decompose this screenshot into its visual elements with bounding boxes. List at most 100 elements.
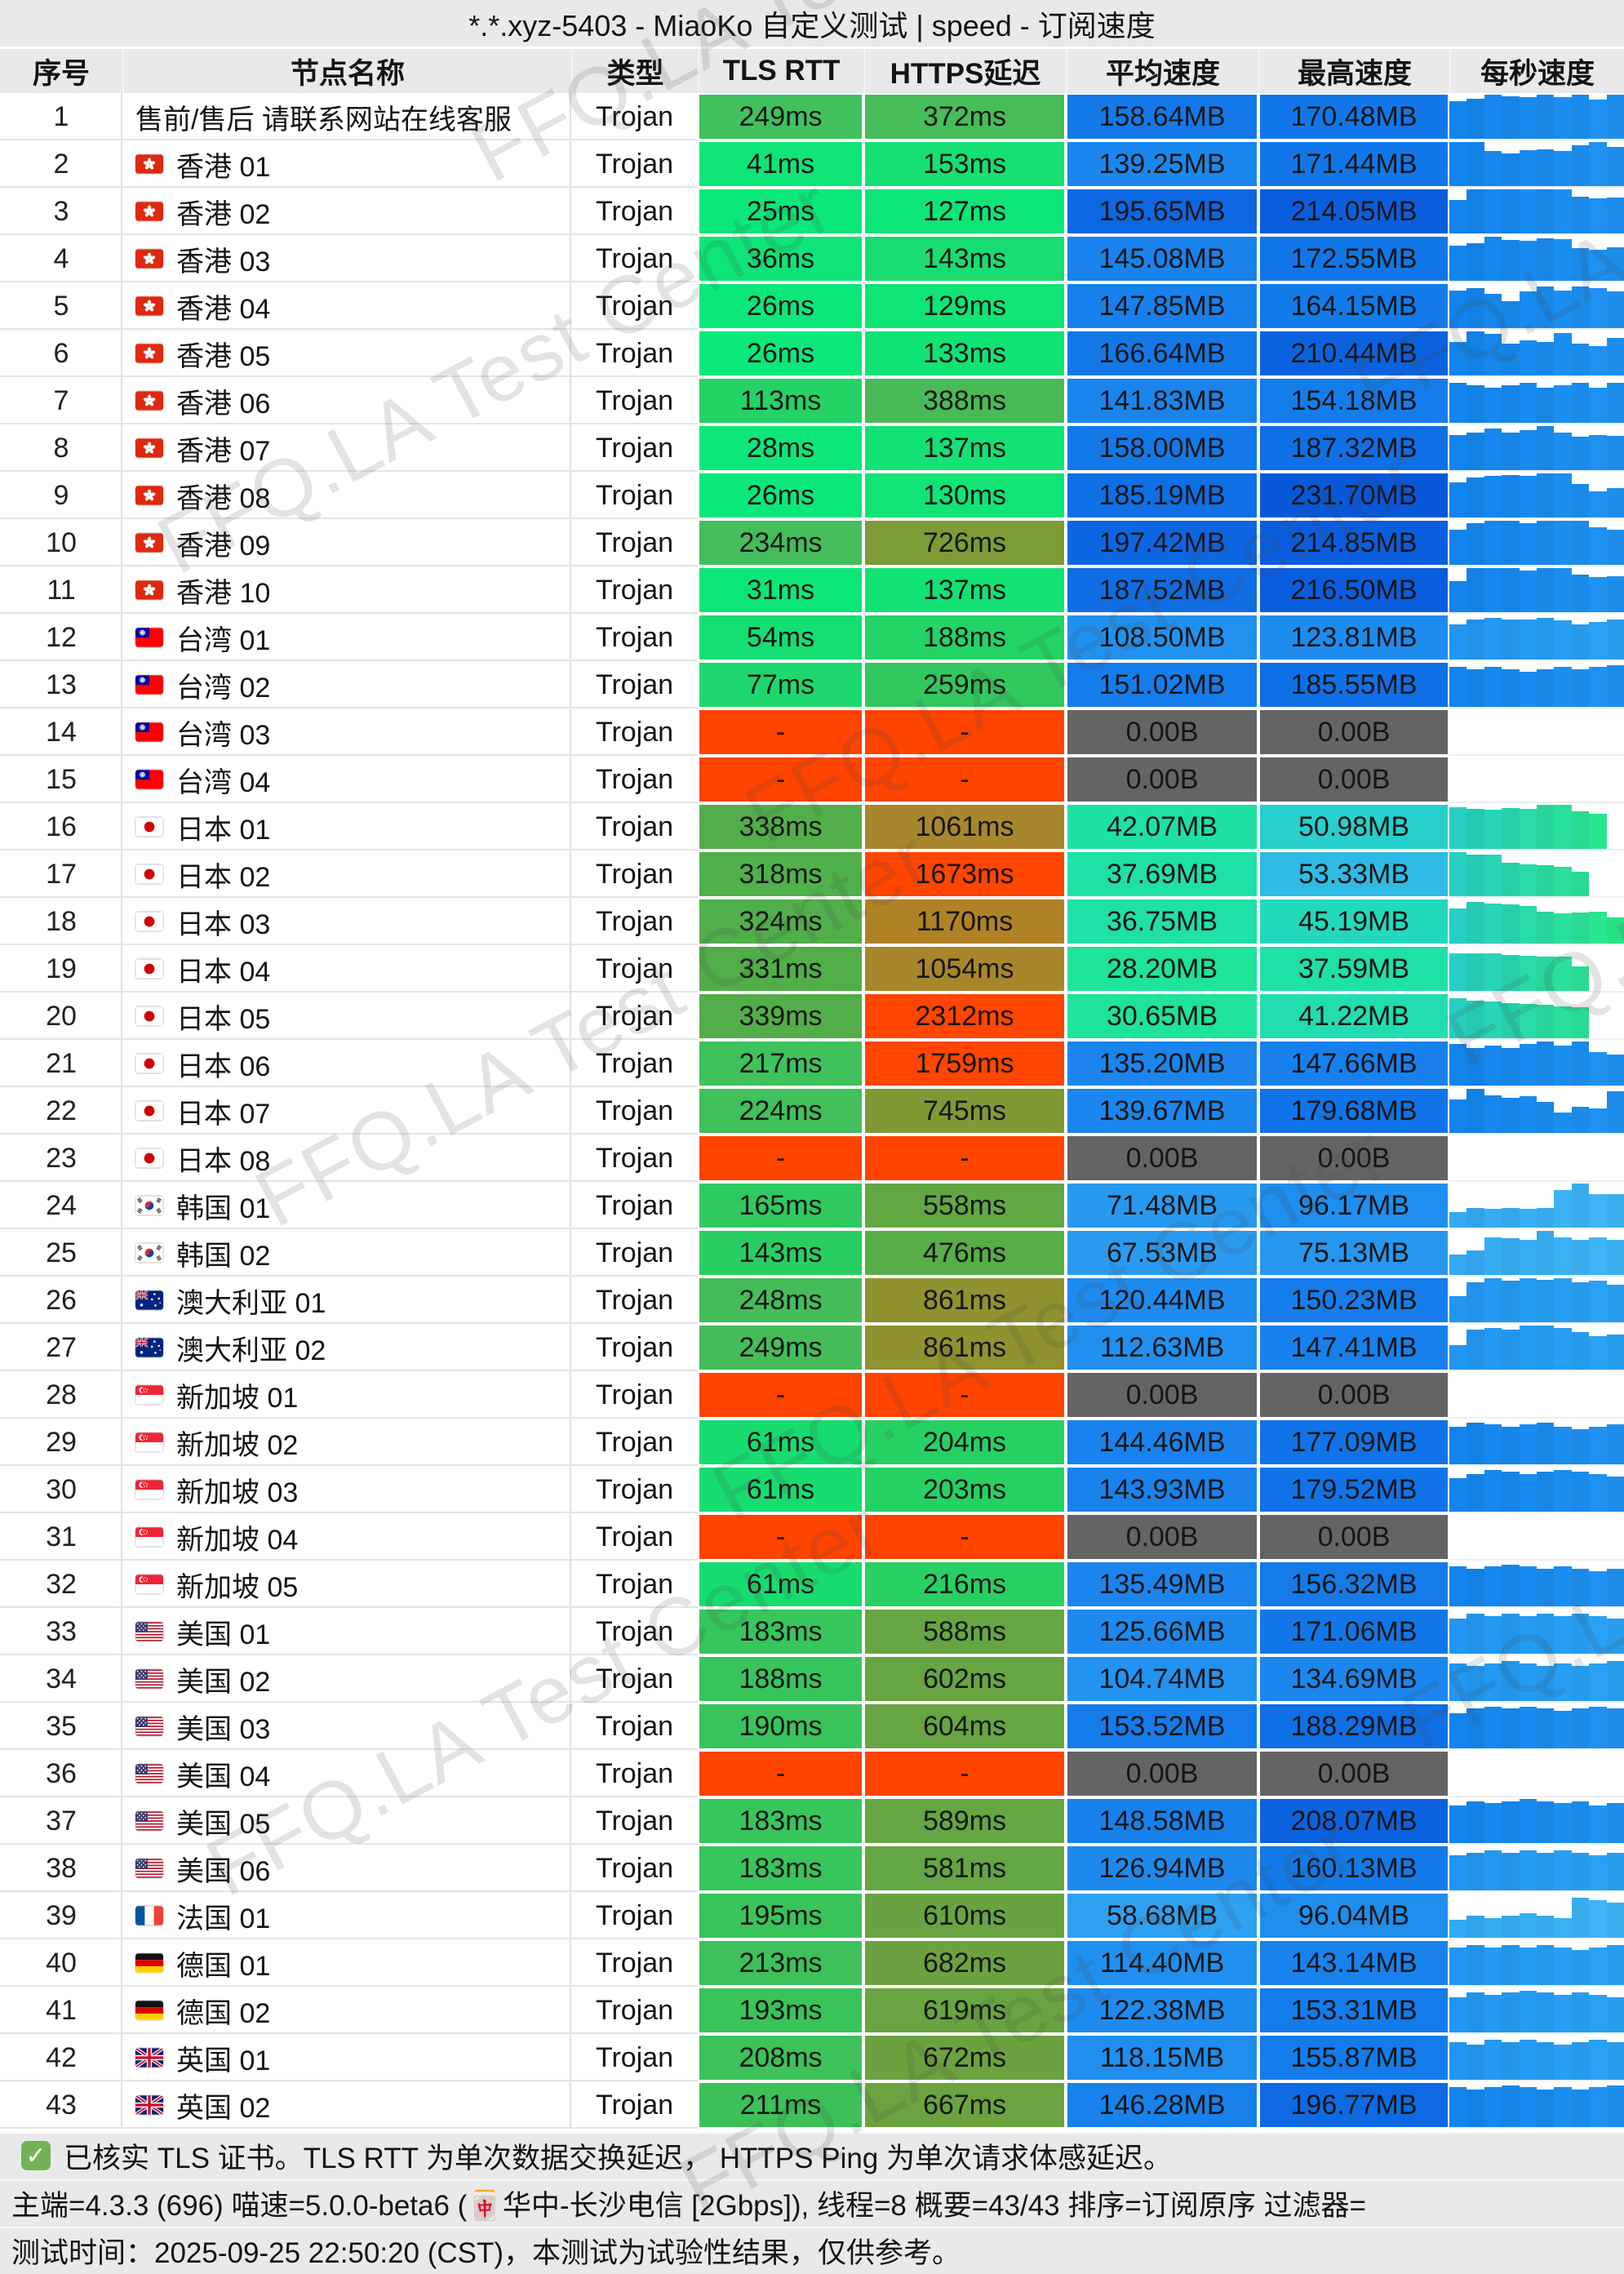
speed-bar [1589, 1855, 1607, 1890]
speed-bar [1519, 1948, 1537, 1985]
speed-bar [1606, 1285, 1624, 1322]
hk-flag-icon [135, 533, 163, 553]
speed-bar [1537, 568, 1555, 612]
https-latency-cell: 137ms [863, 424, 1066, 472]
speed-bar [1571, 624, 1590, 660]
tls-rtt-cell: 188ms [698, 1655, 863, 1703]
max-speed-cell: 154.18MB [1258, 377, 1449, 424]
speed-bar [1484, 1237, 1502, 1275]
seq-cell: 18 [0, 898, 122, 945]
speed-bars-cell [1449, 1987, 1624, 2034]
speed-bar [1606, 530, 1624, 565]
https-latency-cell: 143ms [863, 235, 1066, 282]
speed-bar [1589, 814, 1607, 849]
table-row: 29 新加坡 02 Trojan 61ms 204ms 144.46MB 177.09MB [0, 1419, 1624, 1466]
seq-cell: 12 [0, 614, 122, 661]
speed-bar [1606, 917, 1624, 944]
table-row: 31 新加坡 04 Trojan - -0.00B 0.00B [0, 1513, 1624, 1561]
https-latency-cell: 1054ms [863, 945, 1066, 993]
speed-bar [1554, 1328, 1572, 1370]
type-cell: Trojan [571, 1608, 698, 1655]
type-cell: Trojan [571, 1087, 698, 1135]
type-cell: Trojan [571, 1513, 698, 1561]
speed-bar [1589, 1805, 1607, 1843]
speed-bar [1484, 1918, 1502, 1938]
speed-bar [1571, 669, 1590, 707]
tls-rtt-cell: 211ms [698, 2081, 863, 2129]
footer-line-environment: 主端=4.3.3 (696) 喵速=5.0.0-beta6 (🀄华中-长沙电信 … [0, 2179, 1624, 2227]
speed-bar [1589, 912, 1607, 944]
avg-speed-cell: 135.20MB [1066, 1040, 1258, 1087]
speed-bar [1606, 338, 1624, 375]
speed-bar [1571, 1569, 1590, 1606]
speed-bar [1554, 805, 1572, 849]
de-flag-icon [135, 1953, 163, 1973]
node-name-cell: 台湾 01 [122, 614, 571, 661]
speed-bar [1449, 482, 1467, 517]
avg-speed-cell: 42.07MB [1066, 803, 1258, 851]
jp-flag-icon [135, 912, 163, 931]
max-speed-cell: 153.31MB [1258, 1987, 1449, 2034]
avg-speed-cell: 0.00B [1066, 756, 1258, 803]
speed-bars-cell [1449, 424, 1624, 472]
table-row: 38 美国 06 Trojan 183ms 581ms 126.94MB 160.13MB [0, 1845, 1624, 1892]
speed-bar [1589, 198, 1607, 233]
https-latency-cell: 619ms [863, 1987, 1066, 2034]
speed-bar [1519, 1096, 1537, 1133]
node-name-cell: 法国 01 [122, 1892, 571, 1939]
max-speed-cell: 214.85MB [1258, 519, 1449, 566]
max-speed-cell: 171.44MB [1258, 140, 1449, 188]
speed-bar [1519, 1278, 1537, 1322]
seq-cell: 9 [0, 472, 122, 519]
speed-bar [1449, 2042, 1467, 2080]
avg-speed-cell: 187.52MB [1066, 566, 1258, 614]
avg-speed-cell: 30.65MB [1066, 993, 1258, 1040]
node-name-cell: 香港 01 [122, 140, 571, 188]
speed-bars-cell [1449, 1797, 1624, 1845]
footer: ✓ 已核实 TLS 证书。TLS RTT 为单次数据交换延迟， HTTPS Pi… [0, 2132, 1624, 2274]
speed-bar [1519, 1240, 1537, 1275]
speed-bar [1554, 1850, 1572, 1890]
speed-bar [1449, 581, 1467, 612]
header-max-speed: 最高速度 [1258, 49, 1449, 93]
type-cell: Trojan [571, 188, 698, 235]
table-row: 19 日本 04 Trojan 331ms 1054ms 28.20MB 37.59MB [0, 945, 1624, 993]
table-row: 5 香港 04 Trojan 26ms 129ms 147.85MB 164.15MB [0, 282, 1624, 330]
node-name-cell: 日本 05 [122, 993, 571, 1040]
speed-bar [1502, 1614, 1520, 1654]
speed-bar [1537, 1569, 1555, 1606]
tls-rtt-cell: - [698, 1513, 863, 1561]
speed-bar [1519, 571, 1537, 612]
sg-flag-icon [135, 1432, 163, 1452]
speed-bar [1502, 1472, 1520, 1512]
speed-bar [1554, 620, 1572, 660]
speed-bar [1502, 1565, 1520, 1606]
hk-flag-icon [135, 344, 163, 363]
table-row: 23 日本 08 Trojan - -0.00B 0.00B [0, 1135, 1624, 1182]
node-name-text: 台湾 02 [176, 672, 271, 704]
speed-bar [1571, 1332, 1590, 1370]
jp-flag-icon [135, 959, 163, 979]
speed-bar [1571, 383, 1590, 423]
type-cell: Trojan [571, 2081, 698, 2129]
node-name-text: 香港 07 [176, 435, 271, 467]
https-latency-cell: 672ms [863, 2034, 1066, 2081]
speed-bar [1589, 1474, 1607, 1512]
avg-speed-cell: 118.15MB [1066, 2034, 1258, 2081]
https-latency-cell: 127ms [863, 188, 1066, 235]
type-cell: Trojan [571, 1939, 698, 1987]
node-name-cell: 美国 01 [122, 1608, 571, 1655]
speed-bar [1589, 288, 1607, 328]
node-name-text: 德国 01 [176, 1950, 271, 1982]
max-speed-cell: 143.14MB [1258, 1939, 1449, 1987]
https-latency-cell: 259ms [863, 661, 1066, 708]
tls-rtt-cell: 183ms [698, 1608, 863, 1655]
speed-bar [1519, 1913, 1537, 1938]
speed-bar [1519, 97, 1537, 139]
table-row: 27 澳大利亚 02 Trojan 249ms 861ms 112.63MB 147.41M… [0, 1324, 1624, 1371]
speed-bar [1484, 95, 1502, 139]
avg-speed-cell: 141.83MB [1066, 377, 1258, 424]
node-name-text: 美国 05 [176, 1808, 271, 1840]
seq-cell: 7 [0, 377, 122, 424]
speed-bar [1502, 1801, 1520, 1843]
